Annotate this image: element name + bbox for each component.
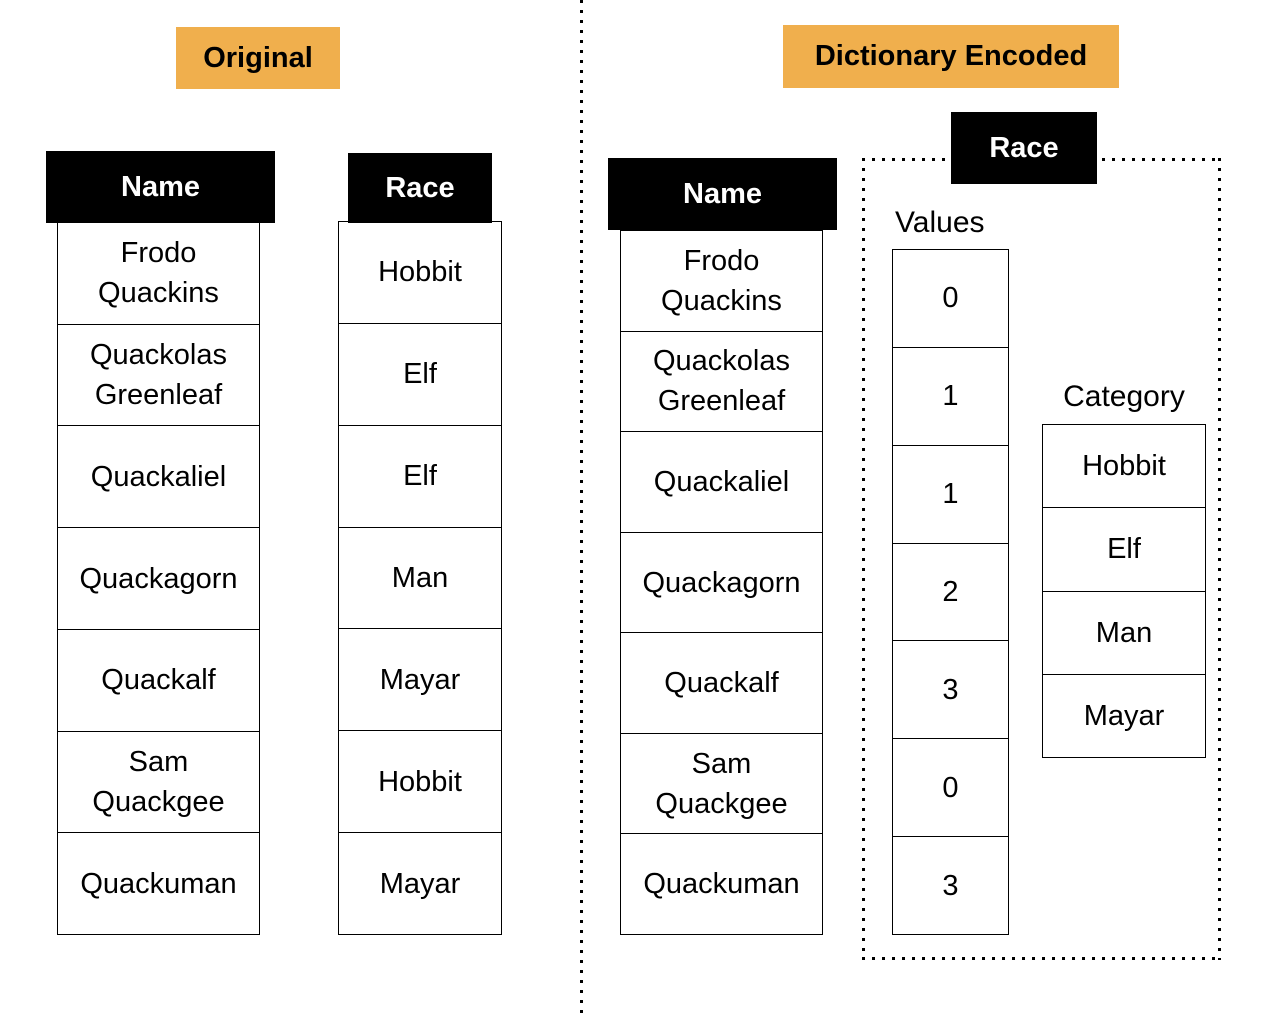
name-cell: Quackagorn	[621, 531, 822, 633]
section-divider-dotted-line	[580, 0, 583, 1018]
race-cell: Man	[339, 526, 501, 629]
name-cell: Quackuman	[621, 833, 822, 934]
encoded-name-column-header: Name	[608, 158, 837, 230]
original-race-column-header: Race	[348, 153, 492, 223]
encoded-name-column: Frodo Quackins Quackolas Greenleaf Quackal…	[620, 230, 823, 935]
name-cell: Frodo Quackins	[661, 244, 782, 317]
value-cell: 1	[893, 444, 1008, 543]
race-cell: Hobbit	[339, 730, 501, 832]
race-cell: Mayar	[339, 628, 501, 730]
race-cell: Elf	[339, 322, 501, 425]
original-race-column: Hobbit Elf Elf Man Mayar Hobbit Mayar	[338, 221, 502, 935]
name-cell: Quackalf	[621, 632, 822, 733]
values-column-label: Values	[895, 206, 985, 239]
value-cell: 3	[893, 836, 1008, 934]
original-name-column: Frodo Quackins Quackolas Greenleaf Quackal…	[57, 222, 260, 935]
value-cell: 0	[893, 738, 1008, 836]
value-cell: 2	[893, 542, 1008, 641]
name-cell: Quackuman	[58, 832, 259, 934]
value-cell: 3	[893, 640, 1008, 738]
category-cell: Man	[1043, 590, 1205, 674]
race-cell: Hobbit	[378, 256, 462, 289]
category-column-label: Category	[1063, 380, 1185, 413]
name-cell: Quackalf	[58, 628, 259, 731]
name-cell: Quackolas Greenleaf	[58, 323, 259, 426]
encoded-race-group-header: Race	[951, 112, 1097, 184]
value-cell: 1	[893, 346, 1008, 445]
name-cell: Quackaliel	[621, 431, 822, 532]
race-cell: Elf	[339, 424, 501, 527]
category-column: Hobbit Elf Man Mayar	[1042, 424, 1206, 758]
name-cell: Frodo Quackins	[98, 237, 219, 310]
original-name-column-header: Name	[46, 151, 275, 223]
name-cell: Sam Quackgee	[58, 730, 259, 833]
name-cell: Quackagorn	[58, 527, 259, 629]
original-section-title: Original	[176, 27, 340, 89]
value-cell: 0	[942, 282, 959, 315]
category-cell: Hobbit	[1082, 450, 1166, 483]
race-cell: Mayar	[339, 832, 501, 934]
name-cell: Sam Quackgee	[621, 732, 822, 834]
name-cell: Quackaliel	[58, 425, 259, 527]
encoded-section-title: Dictionary Encoded	[783, 25, 1119, 88]
category-cell: Mayar	[1043, 673, 1205, 757]
name-cell: Quackolas Greenleaf	[621, 330, 822, 432]
category-cell: Elf	[1043, 507, 1205, 590]
